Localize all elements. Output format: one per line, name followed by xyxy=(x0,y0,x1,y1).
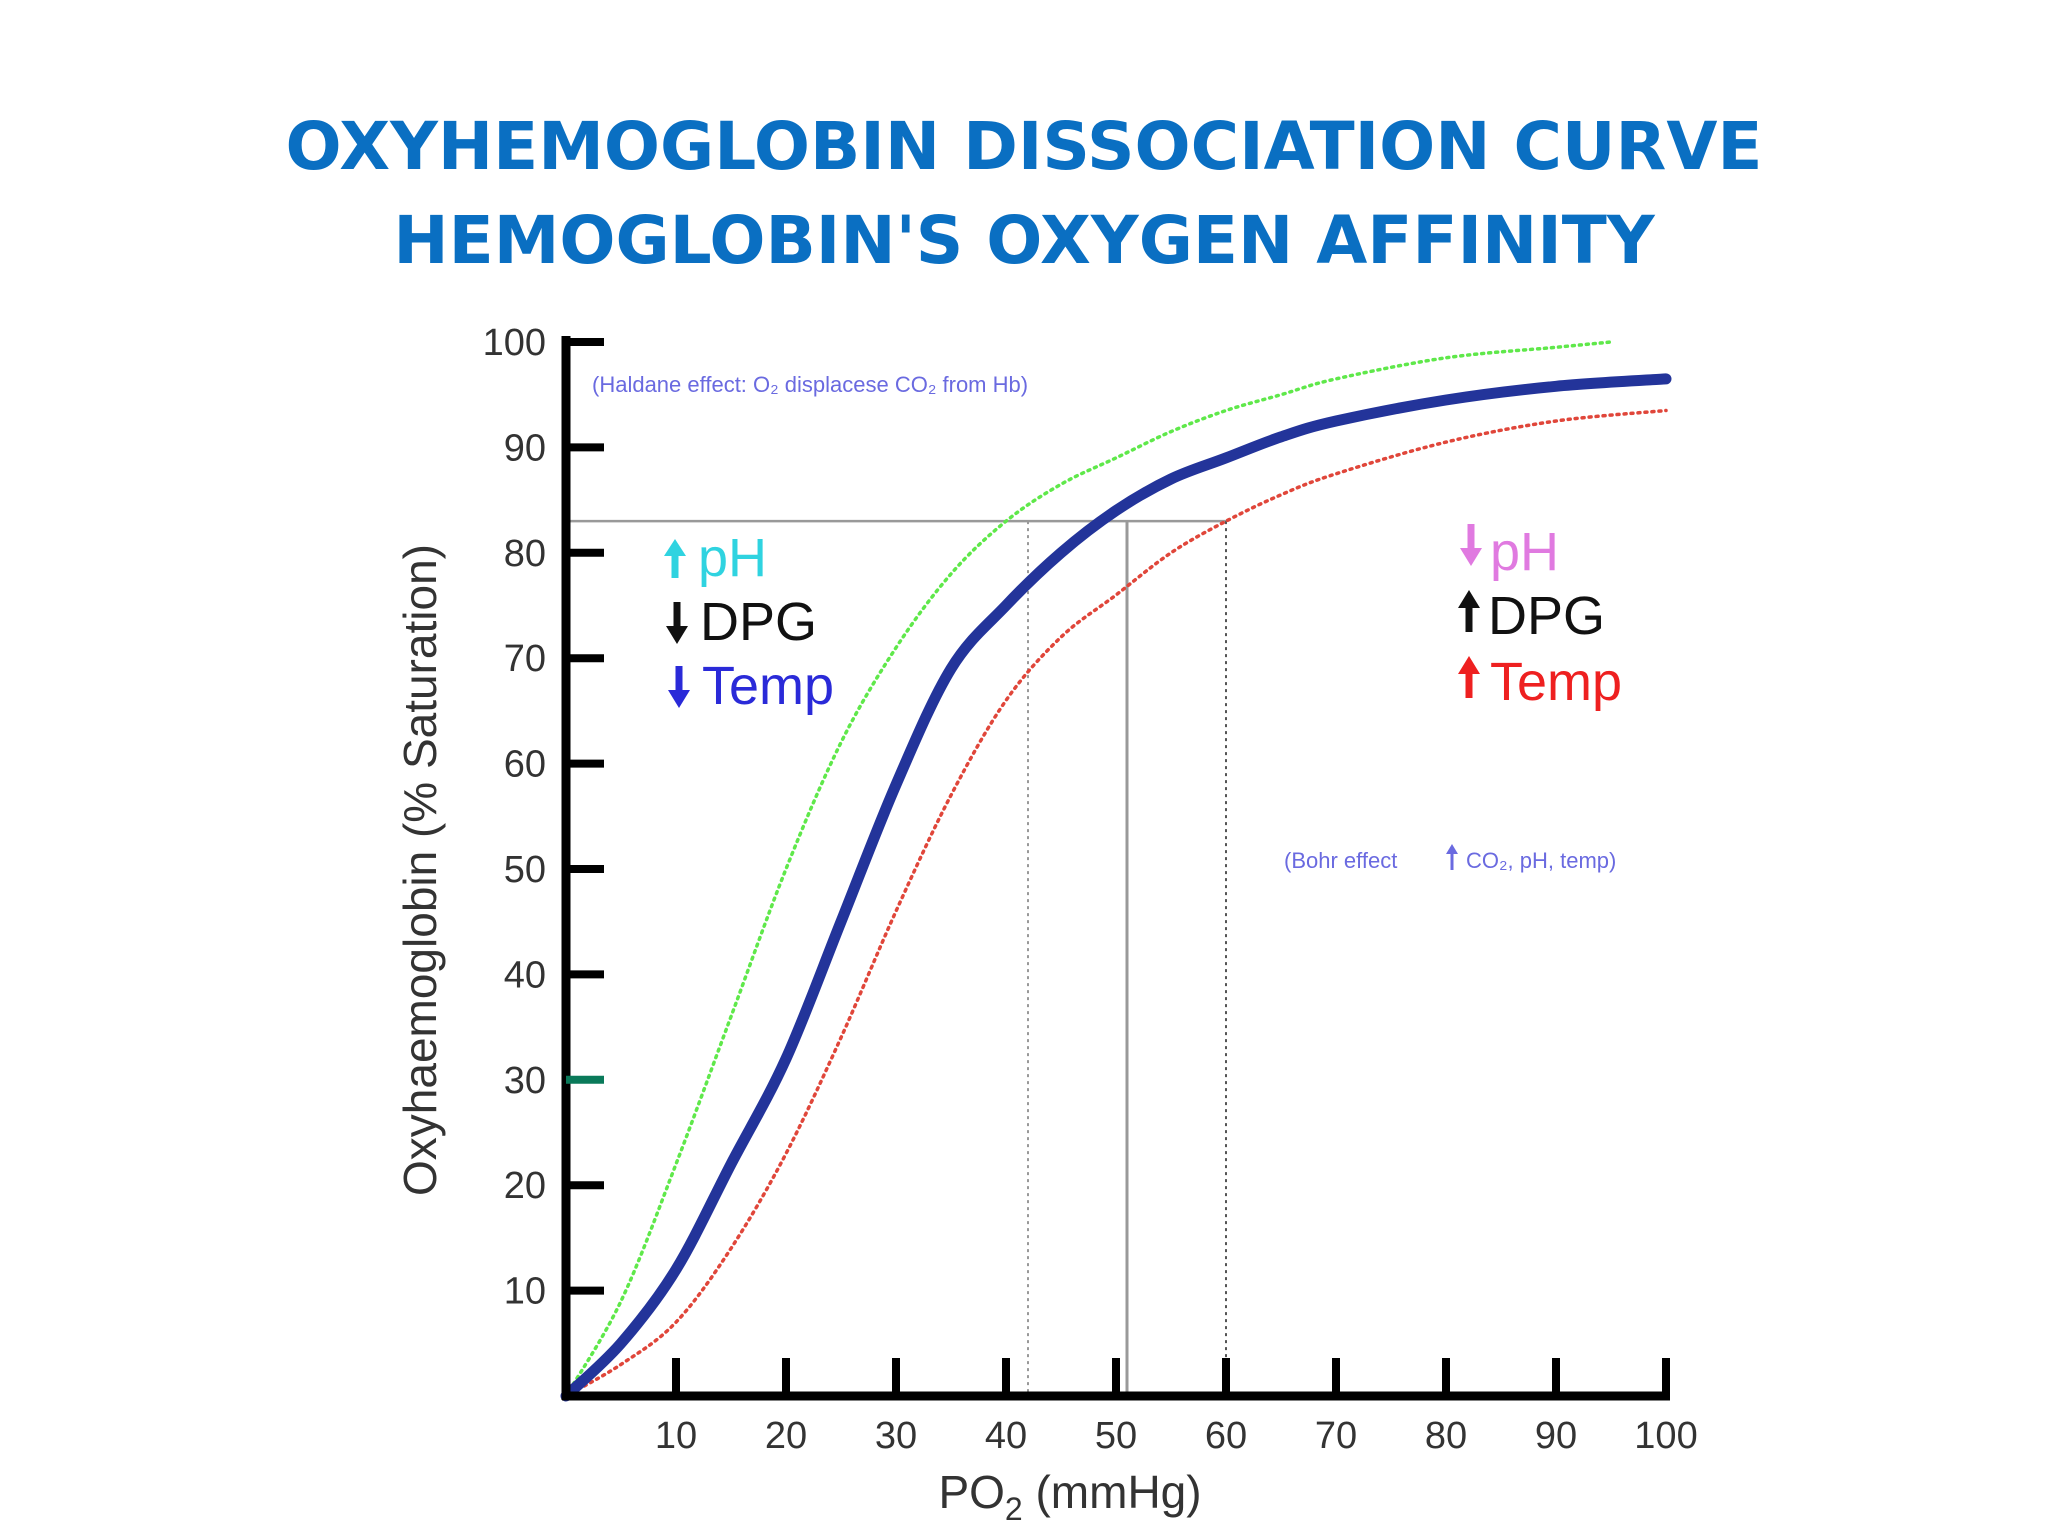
y-tick-label-90: 90 xyxy=(504,427,546,469)
left-dpg-label: DPG xyxy=(700,592,817,652)
y-tick-label-70: 70 xyxy=(504,638,546,680)
x-tick-label-80: 80 xyxy=(1425,1415,1467,1457)
slide-title: OXYHEMOGLOBIN DISSOCIATION CURVE HEMOGLO… xyxy=(0,100,2048,288)
left-ph-label: pH xyxy=(698,528,767,588)
right-dpg-label: DPG xyxy=(1488,586,1605,646)
slide-title-line-2: HEMOGLOBIN'S OXYGEN AFFINITY xyxy=(393,202,1655,279)
x-axis-title-unit: (mmHg) xyxy=(1023,1466,1202,1518)
slide-title-line-1: OXYHEMOGLOBIN DISSOCIATION CURVE xyxy=(285,108,1763,185)
y-tick-label-20: 20 xyxy=(504,1165,546,1207)
x-tick-label-90: 90 xyxy=(1535,1415,1577,1457)
x-tick-label-20: 20 xyxy=(765,1415,807,1457)
y-tick-label-60: 60 xyxy=(504,744,546,786)
x-axis-title-main: PO xyxy=(938,1466,1004,1518)
right-ph-label: pH xyxy=(1490,522,1559,582)
left-shift-annotation: pH DPG Temp xyxy=(664,528,834,716)
x-tick-label-100: 100 xyxy=(1634,1415,1697,1457)
y-tick-label-50: 50 xyxy=(504,849,546,891)
y-tick-label-10: 10 xyxy=(504,1271,546,1313)
guide-lines xyxy=(566,519,1227,1396)
x-tick-label-40: 40 xyxy=(985,1415,1027,1457)
x-tick-label-30: 30 xyxy=(875,1415,917,1457)
x-axis-title-subscript: 2 xyxy=(1005,1491,1023,1527)
y-tick-label-100: 100 xyxy=(483,322,546,364)
bohr-up-arrow-icon xyxy=(1446,844,1458,870)
y-tick-label-30: 30 xyxy=(504,1060,546,1102)
x-tick-label-60: 60 xyxy=(1205,1415,1247,1457)
y-tick-label-40: 40 xyxy=(504,954,546,996)
dpg-up-arrow-icon xyxy=(1458,590,1480,632)
left-temp-label: Temp xyxy=(702,656,834,716)
haldane-note: (Haldane effect: O₂ displacese CO₂ from … xyxy=(592,372,1028,397)
ph-up-arrow-icon xyxy=(664,539,686,578)
x-axis-title: PO2 (mmHg) xyxy=(938,1466,1201,1527)
bohr-note-start: (Bohr effect xyxy=(1284,848,1397,873)
x-tick-label-10: 10 xyxy=(655,1415,697,1457)
y-tick-label-80: 80 xyxy=(504,533,546,575)
x-tick-label-50: 50 xyxy=(1095,1415,1137,1457)
ph-down-arrow-icon xyxy=(1460,524,1482,566)
bohr-note-end: CO₂, pH, temp) xyxy=(1466,848,1616,873)
right-shift-curve xyxy=(564,408,1668,1398)
y-axis-title: Oxyhaemoglobin (% Saturation) xyxy=(394,544,446,1196)
right-temp-label: Temp xyxy=(1490,652,1622,712)
temp-up-arrow-icon xyxy=(1458,656,1480,698)
axes: 10 20 30 40 50 60 70 80 90 100 10 20 30 40 50 60 70 80 90 1… xyxy=(483,322,1698,1457)
curves xyxy=(560,340,1672,1402)
right-shift-annotation: pH DPG Temp xyxy=(1458,522,1622,712)
dpg-down-arrow-icon xyxy=(666,602,688,644)
normal-curve xyxy=(560,373,1672,1402)
temp-down-arrow-icon xyxy=(668,666,690,708)
labels: Oxyhaemoglobin (% Saturation) PO2 (mmHg)… xyxy=(394,372,1622,1527)
left-shift-curve xyxy=(564,340,1613,1398)
x-tick-label-70: 70 xyxy=(1315,1415,1357,1457)
